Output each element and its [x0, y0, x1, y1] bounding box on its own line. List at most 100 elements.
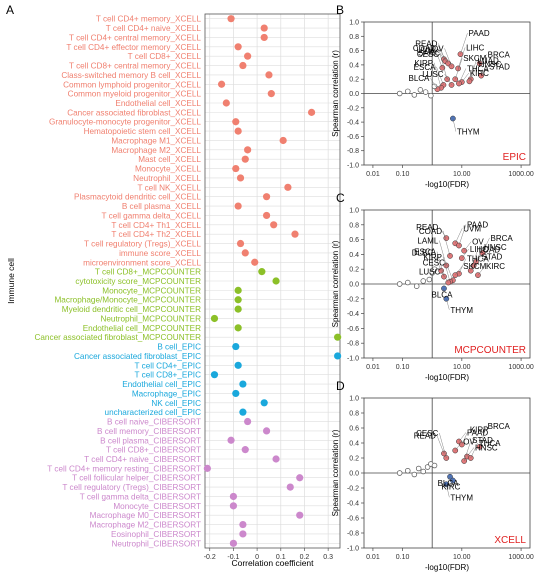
leader-line	[461, 72, 469, 83]
scatter-point-ns	[396, 470, 403, 476]
leader-line	[470, 442, 478, 459]
scatter-point-ns	[396, 281, 403, 287]
row-label: Macrophage M2_XCELL	[111, 146, 201, 155]
y-axis-title-a: Immune cell	[6, 258, 16, 304]
leader-line	[455, 58, 463, 80]
data-point	[334, 352, 342, 360]
y-tick-label: -0.8	[347, 148, 359, 155]
leader-line	[470, 249, 478, 271]
scatter-point-ns	[405, 88, 411, 95]
data-point	[236, 239, 245, 248]
row-label: T cell CD4+ effector memory_XCELL	[66, 43, 201, 52]
point-label: BRCA	[491, 234, 514, 243]
data-point	[262, 211, 271, 220]
leader-line	[446, 298, 450, 310]
point-label: THYM	[457, 128, 480, 137]
leader-line	[479, 425, 487, 447]
scatter-point-ns	[396, 90, 403, 97]
leader-line	[458, 68, 467, 84]
leader-line	[433, 252, 442, 271]
data-point	[279, 136, 287, 145]
data-point	[244, 417, 252, 426]
data-point	[229, 539, 238, 547]
leader-line	[477, 265, 486, 276]
y-tick-label: -1.0	[347, 546, 359, 553]
scatter-point-ns	[417, 87, 424, 93]
y-tick-label: 0.2	[349, 77, 359, 84]
row-label: Macrophage M2_CIBERSORT	[90, 521, 201, 530]
data-point	[239, 530, 247, 538]
leader-line	[461, 248, 469, 259]
x-axis-title: -log10(FDR)	[425, 373, 469, 382]
leader-line	[444, 73, 452, 86]
point-label: UVM	[417, 46, 435, 55]
y-tick-label: -0.4	[347, 120, 359, 127]
leader-line	[455, 441, 463, 451]
y-axis-title: Spearman correlation (r)	[331, 240, 340, 327]
point-label: PAAD	[468, 29, 489, 38]
row-label: Endothelial cell_MCPCOUNTER	[83, 324, 201, 333]
leader-line	[442, 230, 451, 256]
data-point	[260, 24, 268, 32]
x-tick-label: 0.3	[323, 554, 333, 561]
point-label: COAD	[413, 44, 436, 53]
row-label: T cell CD4+ naive_XCELL	[106, 24, 202, 33]
leader-line	[439, 240, 447, 266]
y-tick-label: -0.6	[347, 516, 359, 523]
row-label: Macrophage_EPIC	[132, 389, 201, 398]
row-label: B cell_EPIC	[157, 343, 201, 352]
leader-line	[469, 60, 477, 82]
y-axis-title: Spearman correlation (r)	[331, 50, 340, 137]
leader-line	[435, 49, 443, 68]
leader-line	[441, 288, 445, 295]
data-point	[272, 455, 280, 463]
point-label: HNSC	[479, 60, 502, 69]
row-label: Common lymphoid progenitor_XCELL	[63, 80, 201, 89]
x-axis-title: -log10(FDR)	[425, 563, 469, 572]
method-tag: XCELL	[494, 535, 526, 546]
x-tick-label: 10.00	[453, 554, 471, 561]
scatter-point-ns	[415, 465, 422, 472]
leader-line	[436, 435, 445, 454]
row-label: T cell gamma delta_CIBERSORT	[80, 492, 201, 501]
data-point	[217, 80, 226, 88]
point-label: PAAD	[467, 429, 488, 438]
row-label: T cell CD8+_CIBERSORT	[106, 446, 201, 455]
row-label: T cell CD4+ Th1_XCELL	[111, 221, 201, 230]
row-label: T cell CD8+_EPIC	[134, 371, 201, 380]
data-point	[227, 15, 235, 23]
x-tick-label: -0.1	[227, 554, 239, 561]
point-label: BLCA	[408, 74, 430, 83]
data-point	[241, 446, 249, 454]
row-label: Macrophage M1_XCELL	[111, 136, 201, 145]
x-tick-label: 0.01	[366, 364, 380, 371]
x-axis-title: -log10(FDR)	[425, 180, 469, 189]
data-point	[241, 155, 249, 163]
row-label: T cell CD4+_EPIC	[134, 361, 201, 370]
scatter-point-ns	[411, 92, 418, 98]
leader-line	[439, 54, 448, 80]
scatter-point-ns	[405, 468, 411, 474]
x-tick-label: -0.2	[204, 554, 216, 561]
data-point	[244, 52, 252, 60]
data-point	[210, 314, 219, 323]
row-label: B cell naive_CIBERSORT	[107, 418, 201, 427]
leader-line	[458, 258, 467, 274]
row-label: Neutrophil_XCELL	[133, 174, 201, 183]
y-tick-label: 0.0	[349, 91, 359, 98]
y-tick-label: -0.4	[347, 501, 359, 508]
row-label: Cancer associated fibroblast_MCPCOUNTER	[34, 333, 201, 342]
y-tick-label: 1.0	[349, 208, 359, 215]
point-label: OV	[432, 44, 444, 53]
y-tick-label: -0.6	[347, 134, 359, 141]
leader-line	[445, 262, 454, 281]
scatter-point-ns	[426, 276, 433, 283]
data-point	[232, 342, 240, 351]
point-label: THYM	[450, 493, 473, 502]
row-label: Neutrophil_MCPCOUNTER	[100, 314, 201, 323]
leader-line	[441, 271, 449, 283]
point-label: CESC	[416, 429, 438, 438]
row-label: Endothelial cell_EPIC	[122, 380, 201, 389]
point-label: THCA	[479, 439, 501, 448]
scatter-point-ns	[428, 92, 434, 99]
